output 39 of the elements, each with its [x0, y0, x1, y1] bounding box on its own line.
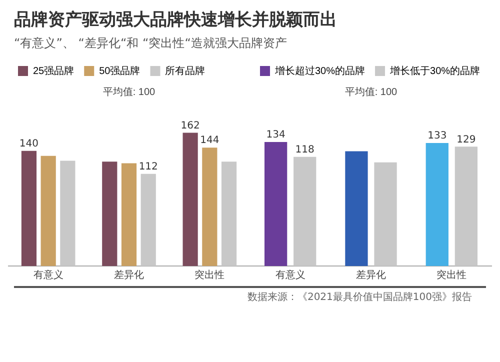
chart-subtitle: “有意义”、 “差异化“和 “突出性“造就强大品牌资产 [14, 35, 288, 52]
x-tick-label: 突出性 [194, 268, 225, 281]
data-label: 134 [266, 130, 286, 141]
data-label: 162 [180, 120, 200, 132]
bar [60, 160, 76, 266]
legend-label: 25强品牌 [33, 64, 74, 77]
text: 平均值: 100 [102, 86, 156, 98]
data-label: 112 [138, 162, 158, 173]
bar [264, 142, 288, 266]
x-tick-label: 有意义 [33, 268, 64, 281]
chart-title: 品牌资产驱动强大品牌快速增长并脱颖而出 [14, 9, 338, 31]
legend-label: 增长低于30%的品牌 [389, 64, 480, 77]
data-label: 129 [456, 134, 476, 146]
legend-label: 增长超过30%的品牌 [274, 64, 366, 77]
legend-label: 50强品牌 [99, 64, 140, 77]
bar [121, 163, 137, 266]
text: 平均值: 100 [344, 86, 398, 98]
bar [21, 150, 37, 266]
bar [202, 148, 218, 266]
x-tick-label: 有意义 [275, 268, 306, 281]
bar [426, 142, 448, 266]
bar [345, 151, 368, 266]
data-label: 133 [428, 130, 447, 142]
bar [294, 156, 316, 266]
data-label: 140 [19, 138, 39, 150]
data-label: 144 [200, 135, 220, 146]
bar [454, 146, 478, 266]
bar [40, 156, 56, 266]
source-note: 数据来源：《2021最具价值中国品牌100强》报告 [14, 286, 486, 306]
x-tick-label: 差异化 [356, 268, 386, 281]
bar [221, 162, 237, 266]
x-tick-label: 差异化 [114, 268, 144, 281]
bar [102, 162, 118, 266]
data-label: 118 [295, 144, 314, 156]
bar [182, 132, 198, 266]
legend-label: 所有品牌 [165, 64, 206, 77]
bar [140, 174, 156, 266]
bar [374, 162, 397, 266]
x-tick-label: 突出性 [436, 268, 467, 281]
